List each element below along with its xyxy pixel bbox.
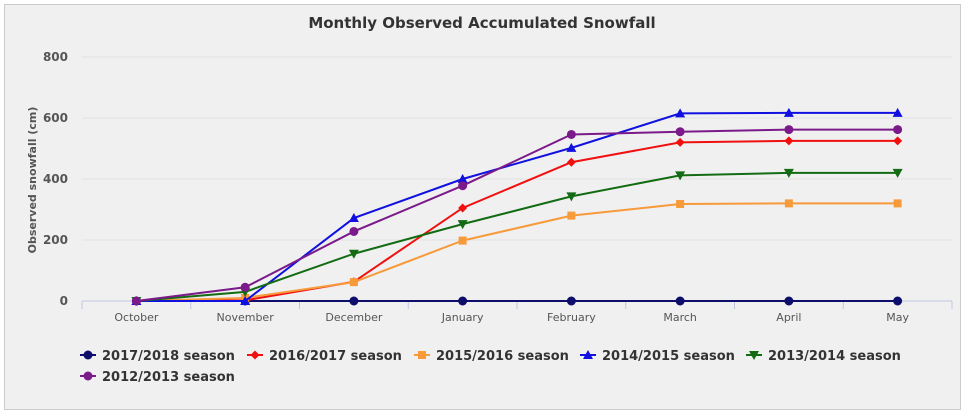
legend-marker [250, 350, 260, 360]
y-tick-label: 800 [43, 50, 68, 64]
x-tick-label: February [547, 311, 596, 324]
series-line [136, 139, 898, 302]
legend-item-label: 2017/2018 season [102, 349, 235, 364]
data-point [348, 249, 359, 259]
x-tick-label: October [114, 311, 158, 324]
data-point [675, 127, 685, 137]
data-point [784, 136, 794, 146]
legend-item-label: 2016/2017 season [269, 349, 402, 364]
legend-marker [418, 351, 426, 359]
data-point [784, 199, 793, 208]
data-point [458, 203, 468, 213]
data-point [349, 278, 358, 287]
series-line [136, 111, 898, 302]
data-point [892, 168, 903, 178]
data-point [784, 296, 794, 306]
legend-item-label: 2013/2014 season [768, 349, 901, 364]
x-tick-label: January [441, 311, 484, 324]
data-point [457, 220, 468, 230]
x-tick-label: May [886, 311, 909, 324]
chart-title: Monthly Observed Accumulated Snowfall [308, 14, 655, 32]
y-tick-label: 400 [43, 172, 68, 186]
data-point [676, 200, 685, 209]
data-point [349, 296, 359, 306]
legend-item-label: 2012/2013 season [102, 370, 235, 385]
series-line [136, 128, 898, 302]
data-point [240, 282, 250, 292]
data-point [566, 192, 577, 202]
data-point [675, 137, 685, 147]
series-line [136, 171, 898, 302]
legend-item-label: 2014/2015 season [602, 349, 735, 364]
x-tick-label: April [776, 311, 801, 324]
data-point [348, 213, 359, 223]
chart-frame [4, 4, 961, 410]
legend-marker [83, 371, 93, 381]
x-tick-label: March [663, 311, 697, 324]
y-tick-label: 0 [60, 294, 68, 308]
data-point [458, 236, 467, 245]
data-point [566, 142, 577, 152]
y-tick-label: 600 [43, 111, 68, 125]
series-line [136, 202, 898, 302]
data-point [349, 226, 359, 236]
legend-marker [83, 350, 93, 360]
x-tick-label: December [325, 311, 383, 324]
data-point [893, 199, 902, 208]
data-point [783, 107, 794, 117]
y-tick-label: 200 [43, 233, 68, 247]
data-point [675, 171, 686, 181]
data-point [131, 296, 141, 306]
data-point [784, 125, 794, 135]
data-point [893, 136, 903, 146]
data-point [892, 107, 903, 117]
data-point [893, 125, 903, 135]
legend-item-label: 2015/2016 season [436, 349, 569, 364]
data-point [675, 296, 685, 306]
data-point [457, 174, 468, 183]
legend-marker [749, 351, 759, 360]
data-point [458, 181, 468, 191]
legend-marker [583, 350, 593, 359]
data-point [566, 296, 576, 306]
data-point [675, 108, 686, 118]
data-point [240, 296, 251, 305]
data-point [783, 168, 794, 178]
y-axis-label: Observed snowfall (cm) [26, 107, 39, 254]
x-tick-label: November [217, 311, 275, 324]
data-point [893, 296, 903, 306]
data-point [458, 296, 468, 306]
data-point [566, 129, 576, 139]
data-point [566, 157, 576, 167]
data-point [567, 211, 576, 220]
